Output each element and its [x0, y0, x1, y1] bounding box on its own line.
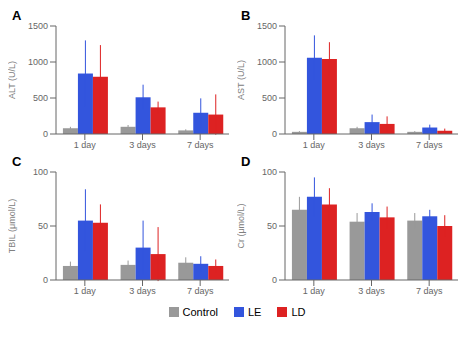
svg-text:7 days: 7 days	[416, 286, 443, 296]
svg-text:3 days: 3 days	[358, 286, 385, 296]
svg-text:Cr (μmol/L): Cr (μmol/L)	[237, 203, 246, 248]
svg-text:3 days: 3 days	[358, 140, 385, 150]
html-text:C: C	[12, 154, 22, 169]
svg-text:100: 100	[33, 167, 48, 177]
html-text:LD: LD	[291, 306, 306, 318]
svg-text:3 days: 3 days	[129, 286, 156, 296]
svg-text:7 days: 7 days	[187, 140, 214, 150]
svg-text:7 days: 7 days	[187, 286, 214, 296]
html-text:Control: Control	[182, 306, 218, 318]
svg-text:0: 0	[43, 275, 48, 285]
svg-text:1 day: 1 day	[303, 140, 326, 150]
svg-text:500: 500	[262, 93, 277, 103]
svg-text:7 days: 7 days	[416, 140, 443, 150]
svg-text:100: 100	[262, 167, 277, 177]
svg-text:TBIL (μmol/L): TBIL (μmol/L)	[8, 199, 17, 253]
svg-text:ALT (U/L): ALT (U/L)	[8, 61, 17, 99]
html-text:A: A	[12, 8, 22, 23]
svg-text:3 days: 3 days	[129, 140, 156, 150]
svg-text:0: 0	[272, 275, 277, 285]
svg-text:1000: 1000	[28, 57, 48, 67]
html-text:B: B	[241, 8, 251, 23]
svg-text:1 day: 1 day	[74, 286, 97, 296]
svg-text:500: 500	[33, 93, 48, 103]
svg-text:50: 50	[267, 221, 277, 231]
svg-text:1 day: 1 day	[74, 140, 97, 150]
svg-text:AST (U/L): AST (U/L)	[237, 60, 246, 100]
svg-text:1 day: 1 day	[303, 286, 326, 296]
svg-text:0: 0	[43, 129, 48, 139]
svg-text:50: 50	[38, 221, 48, 231]
html-text:D: D	[241, 154, 251, 169]
svg-text:1500: 1500	[257, 21, 277, 31]
svg-text:1000: 1000	[257, 57, 277, 67]
html-text:LE: LE	[248, 306, 262, 318]
svg-text:1500: 1500	[28, 21, 48, 31]
svg-text:0: 0	[272, 129, 277, 139]
